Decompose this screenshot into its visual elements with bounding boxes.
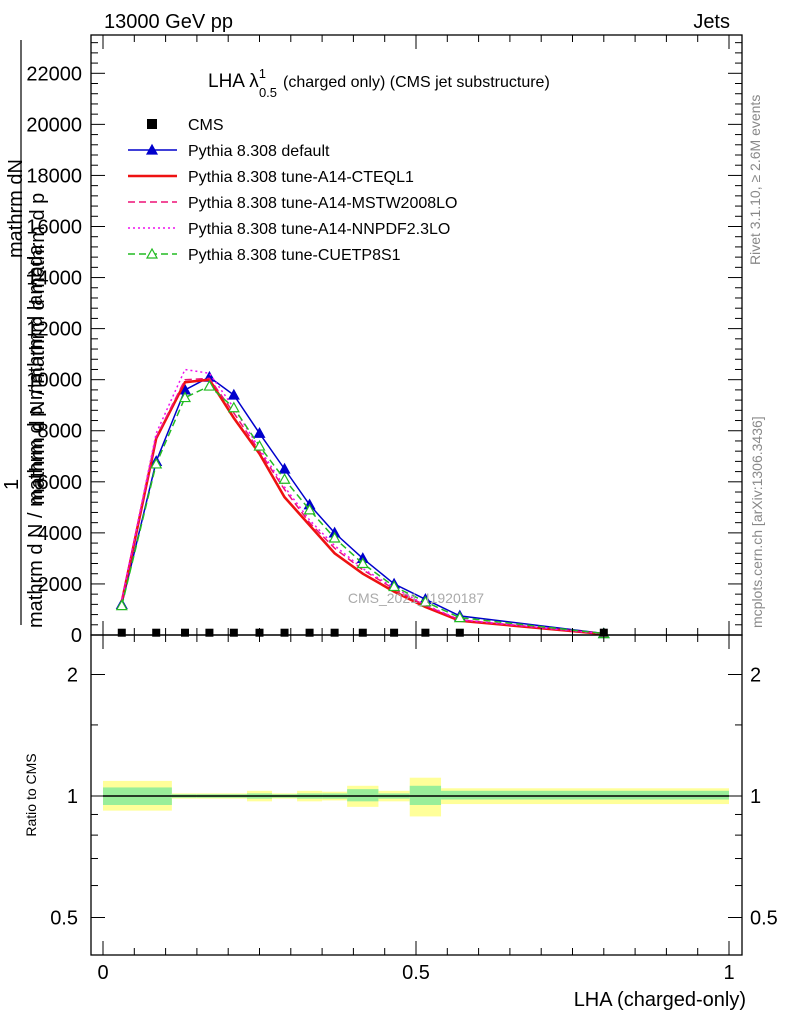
y-tick-label: 0: [71, 625, 82, 647]
y-tick-label: 22000: [26, 63, 82, 85]
series-marker-1: [227, 388, 240, 400]
cms-data-point: [305, 628, 314, 637]
legend-marker: [147, 119, 157, 129]
cms-data-point: [229, 628, 238, 637]
ratio-y-tick-label-right: 0.5: [750, 908, 778, 930]
series-marker-1: [253, 427, 266, 438]
legend-label: Pythia 8.308 tune-A14-NNPDF2.3LO: [188, 221, 450, 238]
cms-data-point: [117, 628, 126, 637]
cms-data-point: [421, 628, 430, 637]
series-marker-5: [278, 473, 291, 484]
legend-marker: [145, 247, 159, 259]
main-series: [115, 368, 610, 639]
series-marker-5: [227, 401, 240, 413]
series-line-3: [121, 377, 604, 635]
series-marker-5: [303, 503, 316, 515]
rivet-label: Rivet 3.1.10, ≥ 2.6M events: [747, 95, 763, 265]
legend-label: CMS: [188, 117, 224, 134]
ratio-bands: [103, 777, 729, 817]
legend: CMS Pythia 8.308 default Pythia 8.308 tune…: [128, 117, 457, 264]
cms-data-point: [330, 628, 339, 637]
y-tick-label: 20000: [26, 114, 82, 136]
series-marker-5: [253, 439, 266, 451]
y-tick-label: 2000: [38, 574, 83, 596]
series-marker-5: [419, 595, 432, 607]
y-axis-label-line: 1: [1, 479, 23, 490]
ratio-y-tick-label: 1: [67, 786, 78, 808]
analysis-watermark: CMS_2021_I1920187: [348, 590, 484, 606]
ratio-y-axis-label: Ratio to CMS: [23, 753, 39, 836]
series-marker-5: [203, 379, 216, 391]
series-marker-5: [328, 531, 341, 543]
y-tick-label: 6000: [38, 472, 83, 494]
y-tick-label: 10000: [26, 370, 82, 392]
header-right: Jets: [693, 11, 730, 33]
ratio-inner-band: [441, 790, 729, 800]
cms-data-point: [205, 628, 214, 637]
cms-data-point: [152, 628, 161, 637]
legend-label: Pythia 8.308 tune-A14-MSTW2008LO: [188, 195, 457, 212]
x-tick-label: 0: [97, 962, 108, 984]
ratio-y-tick-label: 2: [67, 665, 78, 687]
ratio-axes: 0.5 0.5 1 1 2 2 0 0.5 1: [50, 635, 778, 984]
series-line-4: [121, 368, 604, 635]
y-axis-label-line: mathrm d N / mathrm d p mathrm d lambda: [25, 244, 47, 628]
legend-marker: [145, 143, 159, 155]
main-axes: 0 2000 4000 6000 8000 10000 12000 14000 16000 180…: [26, 35, 742, 647]
x-axis-label: LHA (charged-only): [574, 989, 746, 1011]
cms-data-point: [181, 628, 190, 637]
cms-data-point: [455, 628, 464, 637]
header-left: 13000 GeV pp: [104, 11, 233, 33]
ratio-y-tick-label-right: 1: [750, 786, 761, 808]
series-line-1: [121, 376, 604, 635]
ratio-y-tick-label: 0.5: [50, 908, 78, 930]
main-title: LHA λ1 0.5(charged only) (CMS jet substru…: [208, 66, 550, 100]
series-marker-5: [453, 611, 466, 623]
series-marker-1: [278, 462, 291, 474]
y-axis-label-line: mathrm dN: [5, 159, 27, 258]
y-tick-label: 16000: [26, 216, 82, 238]
series-marker-5: [356, 557, 369, 569]
x-tick-label: 0.5: [402, 962, 430, 984]
cms-data-point: [390, 628, 399, 637]
y-tick-label: 8000: [38, 421, 83, 443]
legend-label: Pythia 8.308 tune-A14-CTEQL1: [188, 169, 414, 186]
x-tick-label: 1: [723, 962, 734, 984]
main-y-axis-label: 1 mathrm d N / mathrm d p mathrm d lambda…: [1, 40, 49, 628]
series-marker-5: [150, 457, 163, 469]
series-line-5: [121, 385, 604, 635]
cms-data-point: [358, 628, 367, 637]
y-tick-label: 4000: [38, 523, 83, 545]
mcplots-label: mcplots.cern.ch [arXiv:1306.3436]: [749, 416, 765, 628]
y-tick-label: 12000: [26, 319, 82, 341]
series-marker-5: [388, 580, 401, 592]
ratio-y-tick-label-right: 2: [750, 665, 761, 687]
ratio-frame: [90, 634, 743, 956]
series-marker-5: [115, 599, 128, 611]
y-axis-label-line: mathrm d N / mathrm d mathrm d p: [27, 193, 49, 505]
legend-label: Pythia 8.308 default: [188, 143, 330, 160]
series-marker-5: [178, 391, 192, 403]
series-line-2: [120, 378, 604, 636]
y-tick-label: 14000: [26, 268, 82, 290]
legend-label: Pythia 8.308 tune-CUETP8S1: [188, 247, 401, 264]
y-tick-label: 18000: [26, 165, 82, 187]
cms-data-point: [280, 628, 289, 637]
